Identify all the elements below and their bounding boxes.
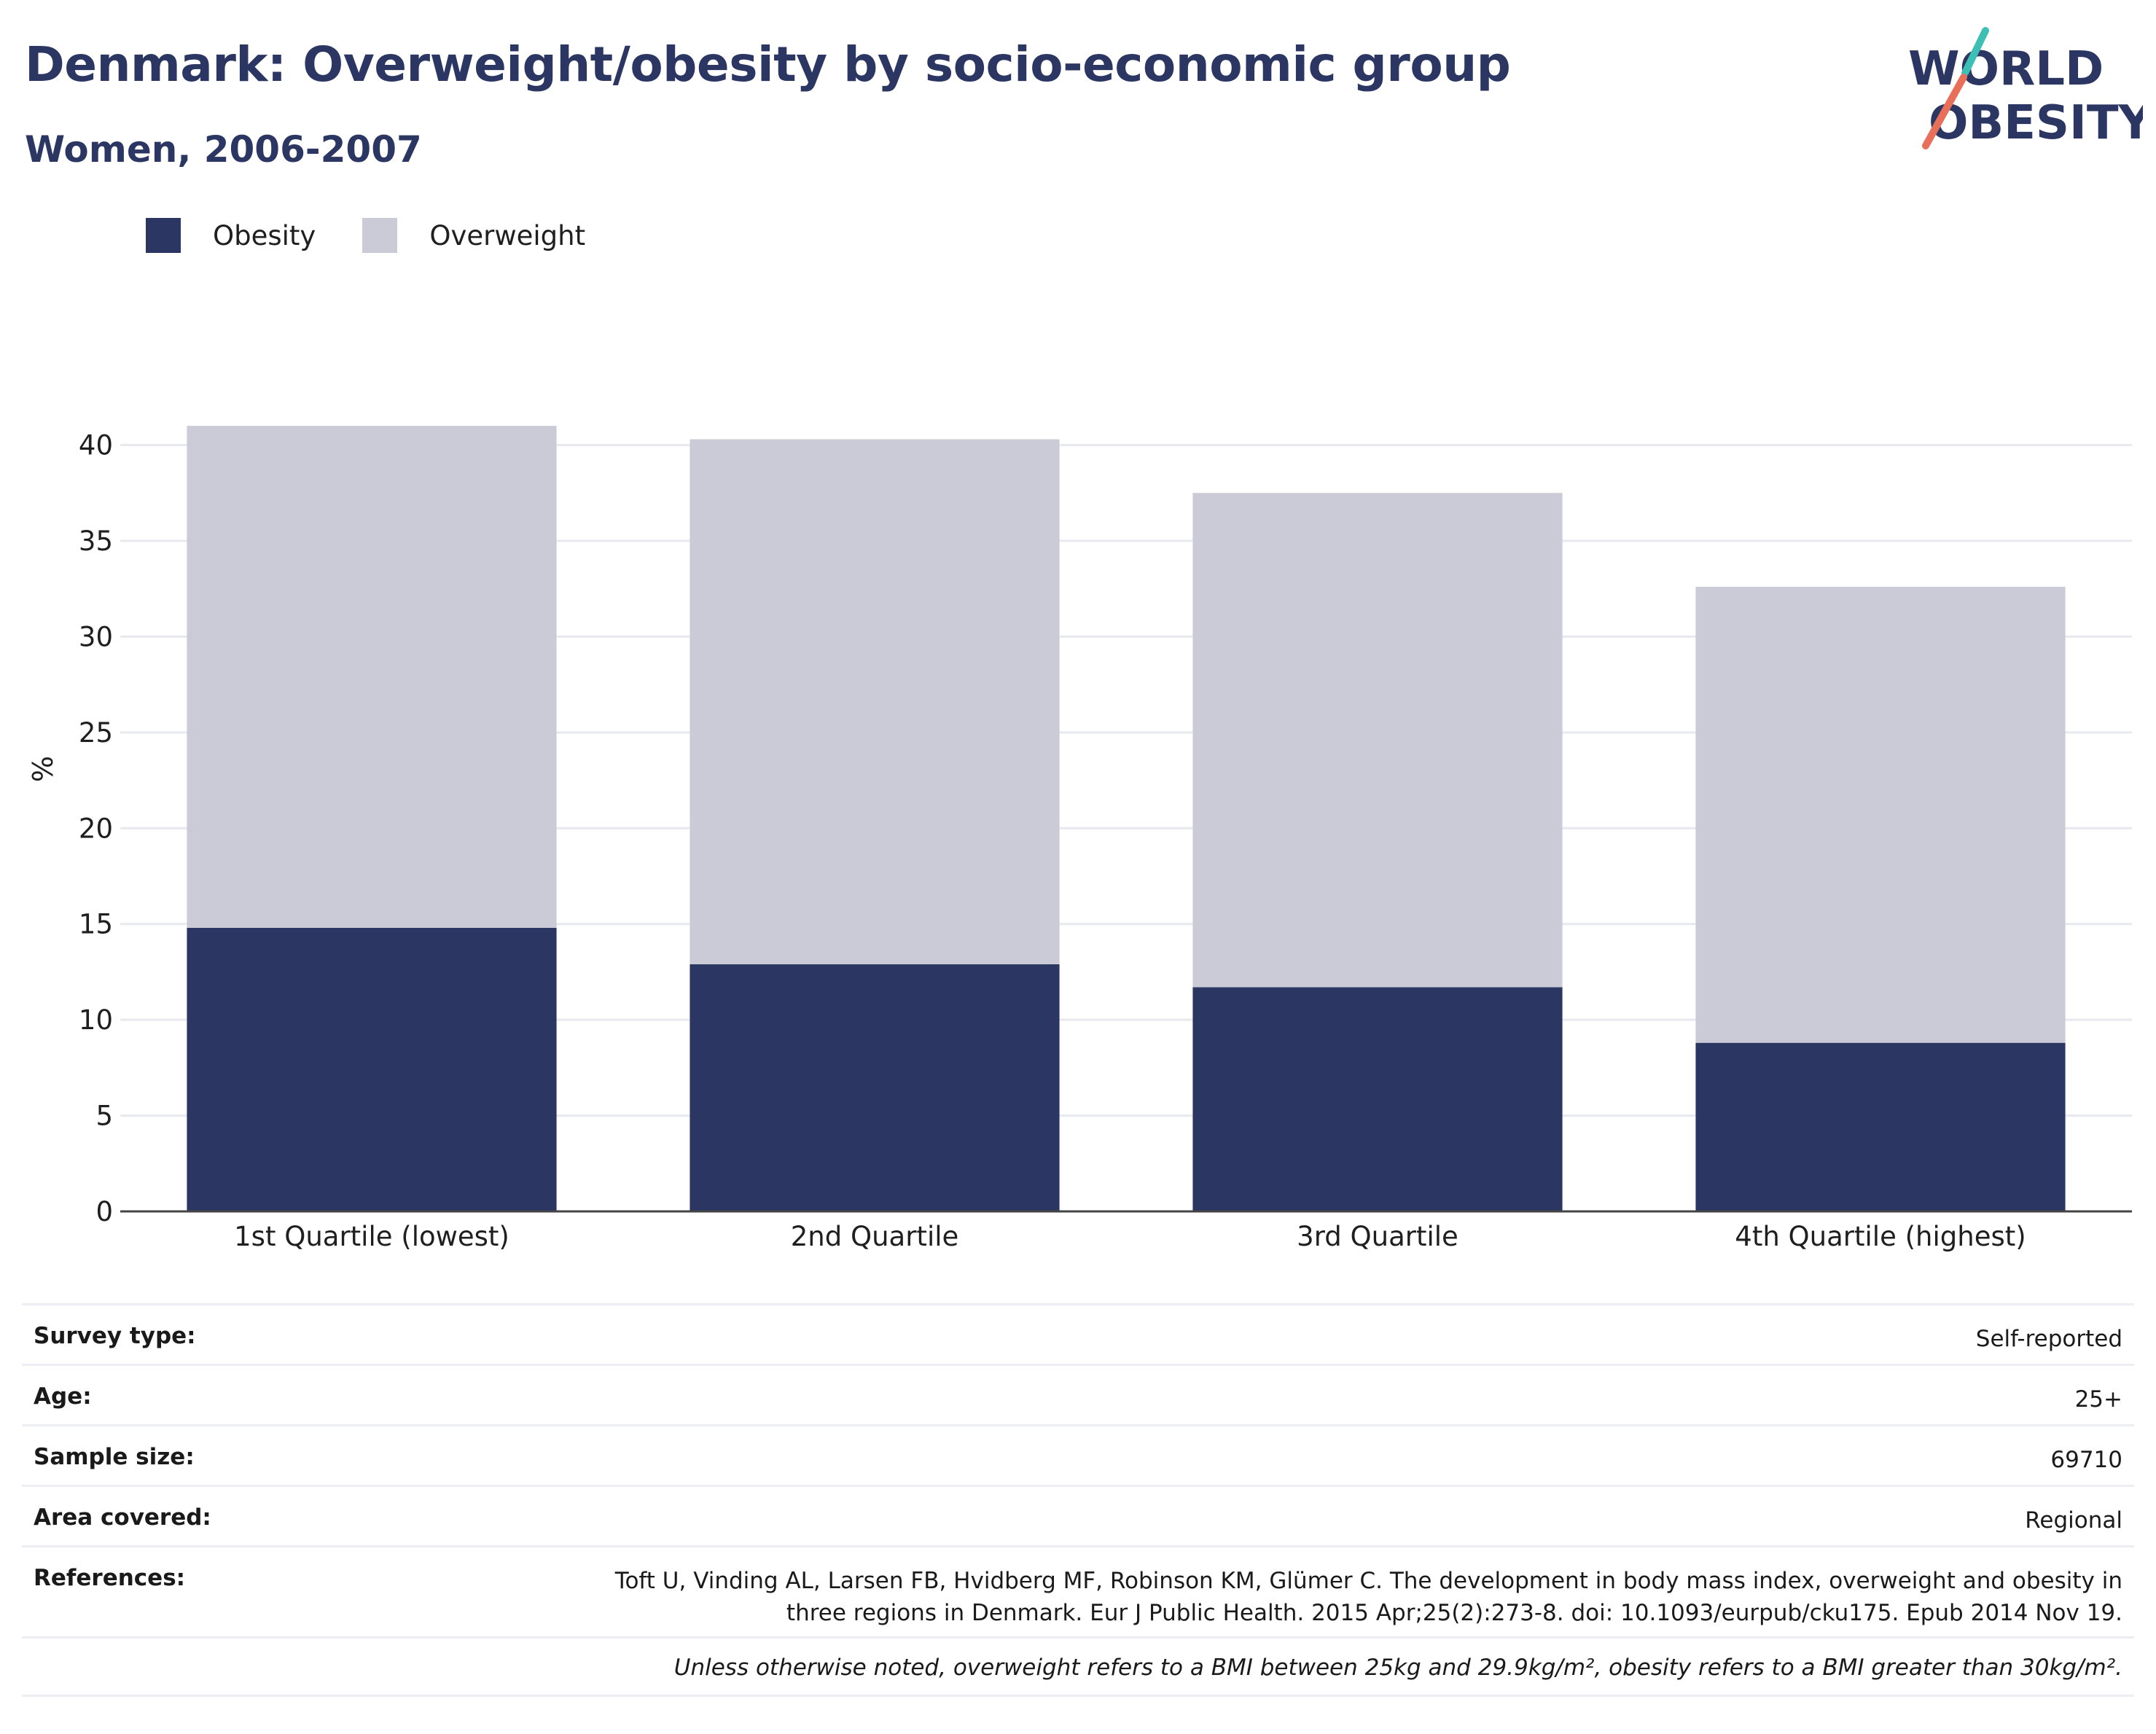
legend-swatch-overweight bbox=[362, 218, 398, 253]
meta-row-references: References: Toft U, Vinding AL, Larsen F… bbox=[22, 1545, 2134, 1636]
x-tick-label-3: 3rd Quartile bbox=[1297, 1221, 1458, 1252]
x-tick-label-4: 4th Quartile (highest) bbox=[1735, 1221, 2026, 1252]
y-tick-label-0: 0 bbox=[95, 1196, 113, 1227]
reference-line-1: Toft U, Vinding AL, Larsen FB, Hvidberg … bbox=[614, 1568, 2122, 1594]
bar-obesity-4 bbox=[1695, 1042, 2066, 1211]
y-tick-label-25: 25 bbox=[79, 717, 113, 749]
legend-label-obesity: Obesity bbox=[213, 219, 316, 251]
y-tick-label-40: 40 bbox=[79, 430, 113, 461]
bar-overweight-4 bbox=[1695, 587, 2066, 1043]
legend-swatch-obesity bbox=[146, 218, 181, 253]
logo-text-world: WORLD bbox=[1908, 42, 2104, 96]
meta-value-age: 25+ bbox=[2074, 1386, 2122, 1413]
y-tick-label-5: 5 bbox=[95, 1101, 113, 1132]
meta-label-area-covered: Area covered: bbox=[34, 1504, 211, 1531]
reference-line-2: three regions in Denmark. Eur J Public H… bbox=[786, 1600, 2122, 1626]
logo-slash-top bbox=[1961, 27, 1989, 77]
meta-label-survey-type: Survey type: bbox=[34, 1323, 196, 1349]
meta-row-sample-size: Sample size: 69710 bbox=[22, 1424, 2134, 1485]
chart-legend: Obesity Overweight bbox=[146, 217, 632, 254]
logo-text-obesity: OBESITY bbox=[1929, 96, 2143, 150]
x-tick-label-1: 1st Quartile (lowest) bbox=[234, 1221, 509, 1252]
legend-label-overweight: Overweight bbox=[429, 219, 586, 251]
bmi-definition-note: Unless otherwise noted, overweight refer… bbox=[22, 1636, 2134, 1697]
y-tick-label-15: 15 bbox=[79, 909, 113, 940]
meta-value-survey-type: Self-reported bbox=[1975, 1326, 2122, 1352]
meta-row-age: Age: 25+ bbox=[22, 1364, 2134, 1424]
bar-overweight-1 bbox=[187, 426, 557, 928]
logo-slash-bottom bbox=[1922, 74, 1967, 149]
legend-item-obesity[interactable]: Obesity bbox=[146, 218, 316, 253]
meta-value-references: Toft U, Vinding AL, Larsen FB, Hvidberg … bbox=[615, 1565, 2122, 1629]
bar-obesity-3 bbox=[1192, 987, 1563, 1211]
x-tick-label-2: 2nd Quartile bbox=[791, 1221, 959, 1252]
y-tick-label-20: 20 bbox=[79, 813, 113, 844]
y-axis-title: % bbox=[27, 756, 59, 782]
legend-item-overweight[interactable]: Overweight bbox=[362, 218, 585, 253]
meta-row-survey-type: Survey type: Self-reported bbox=[22, 1303, 2134, 1364]
stacked-bar-chart: 0 5 10 15 20 25 30 35 40% 1st Quartile (lowest) 2n… bbox=[27, 426, 2132, 1252]
bar-overweight-2 bbox=[690, 439, 1060, 964]
meta-label-sample-size: Sample size: bbox=[34, 1444, 195, 1470]
survey-info-table: Survey type: Self-reported Age: 25+ Samp… bbox=[22, 1303, 2134, 1697]
chart-title: Denmark: Overweight/obesity by socio-eco… bbox=[25, 36, 1511, 93]
y-tick-label-30: 30 bbox=[79, 621, 113, 652]
meta-row-area-covered: Area covered: Regional bbox=[22, 1485, 2134, 1545]
chart-subtitle: Women, 2006-2007 bbox=[25, 128, 422, 171]
meta-label-age: Age: bbox=[34, 1383, 92, 1410]
y-tick-label-10: 10 bbox=[79, 1004, 113, 1036]
bar-obesity-2 bbox=[690, 964, 1060, 1211]
meta-label-references: References: bbox=[34, 1565, 186, 1591]
bar-overweight-3 bbox=[1192, 493, 1563, 988]
world-obesity-logo: WORLD OBESITY bbox=[1908, 27, 2143, 150]
meta-value-sample-size: 69710 bbox=[2050, 1447, 2122, 1473]
meta-value-area-covered: Regional bbox=[2025, 1507, 2122, 1534]
y-tick-label-35: 35 bbox=[79, 526, 113, 557]
bar-obesity-1 bbox=[187, 927, 557, 1211]
